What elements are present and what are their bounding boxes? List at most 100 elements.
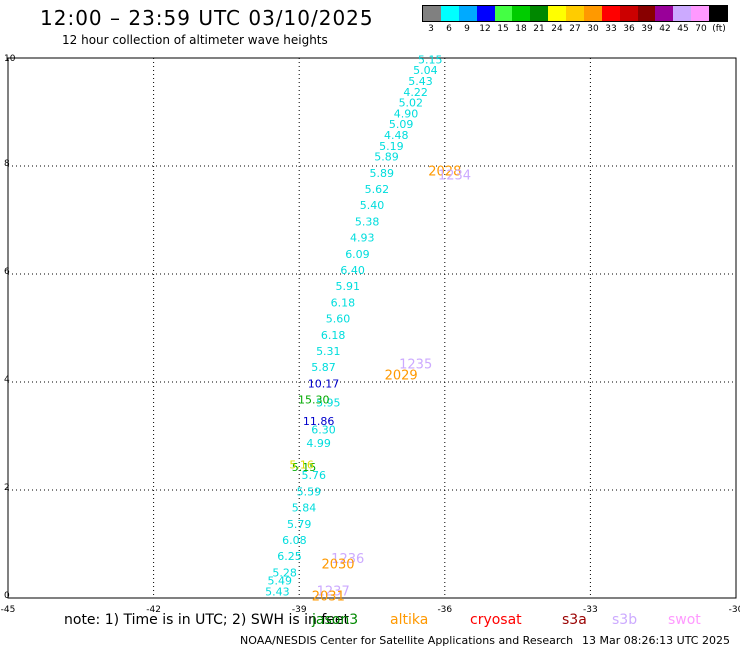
scale-swatch [637, 6, 656, 21]
scale-swatch [709, 6, 727, 21]
y-tick-label: 2 [4, 483, 10, 493]
data-point-label: 5.04 [413, 64, 438, 77]
scale-swatch [548, 6, 566, 21]
color-scale-swatches [422, 5, 728, 22]
scale-label: 42 [659, 24, 671, 34]
data-point-label: 4.93 [350, 232, 375, 245]
scale-label: 9 [464, 24, 470, 34]
chart-subtitle: 12 hour collection of altimeter wave hei… [62, 33, 328, 47]
chart-title: 12:00 – 23:59 UTC 03/10/2025 [40, 6, 374, 30]
scale-swatch [691, 6, 709, 21]
data-point-label: 6.30 [311, 423, 336, 436]
data-point-label: 5.60 [326, 313, 351, 326]
data-point-label: 5.43 [265, 585, 290, 598]
y-tick-label: 0 [4, 591, 10, 601]
data-point-label: 5.84 [292, 502, 317, 515]
x-tick-label: -45 [1, 605, 16, 615]
chart-plot: -45-42-39-36-33-3002468105.155.045.434.2… [1, 53, 740, 615]
timestamp-text: 13 Mar 08:26:13 UTC 2025 [582, 634, 730, 647]
data-point-label: 11.86 [303, 415, 335, 428]
x-tick-label: -36 [437, 605, 452, 615]
scale-label: 45 [677, 24, 689, 34]
scale-label: (ft) [712, 24, 726, 34]
data-point-label: 5.09 [389, 118, 414, 131]
x-tick-label: -33 [583, 605, 598, 615]
data-point-label: 5.76 [302, 469, 327, 482]
data-point-label: 5.62 [365, 183, 390, 196]
pass-time-label: 2030 [321, 557, 354, 572]
credit-text: NOAA/NESDIS Center for Satellite Applica… [240, 634, 574, 647]
data-point-label: 6.08 [282, 534, 307, 547]
scale-swatch [566, 6, 584, 21]
data-point-label: 5.59 [297, 485, 322, 498]
scale-swatch [458, 6, 477, 21]
scale-swatch [655, 6, 674, 21]
x-tick-label: -30 [729, 605, 740, 615]
scale-label: 21 [533, 24, 545, 34]
scale-label: 18 [515, 24, 527, 34]
scale-label: 70 [695, 24, 707, 34]
data-point-label: 5.15 [418, 53, 443, 66]
data-point-label: 5.38 [355, 215, 380, 228]
legend-item-s3a: s3a [562, 612, 587, 628]
color-scale: 3 6 9 12 15 18 21 24 27 30 33 36 39 42 45 70 (ft) [422, 5, 728, 35]
data-point-label: 15.30 [298, 394, 330, 407]
data-point-label: 5.79 [287, 518, 312, 531]
scale-swatch [583, 6, 602, 21]
data-point-label: 5.40 [360, 199, 385, 212]
scale-label: 33 [605, 24, 617, 34]
data-point-label: 5.49 [268, 575, 293, 588]
data-point-label: 10.17 [308, 377, 340, 390]
legend-item-s3b: s3b [612, 612, 638, 628]
scale-label: 15 [497, 24, 509, 34]
scale-swatch [440, 6, 459, 21]
scale-swatch [601, 6, 620, 21]
legend-item-jason3: jason3 [312, 612, 359, 628]
data-point-label: 5.15 [292, 461, 317, 474]
data-point-label: 5.19 [379, 140, 404, 153]
scale-label: 30 [587, 24, 599, 34]
data-point-label: 6.18 [321, 329, 346, 342]
color-scale-labels: 3 6 9 12 15 18 21 24 27 30 33 36 39 42 45 70 (ft) [422, 24, 728, 34]
scale-swatch [619, 6, 638, 21]
data-point-label: 5.95 [316, 396, 341, 409]
scale-swatch [423, 6, 441, 21]
x-tick-label: -39 [292, 605, 307, 615]
data-point-label: 5.16 [289, 458, 314, 471]
scale-label: 3 [428, 24, 434, 34]
scale-label: 27 [569, 24, 581, 34]
data-point-label: 4.99 [306, 437, 331, 450]
legend-item-altika: altika [390, 612, 429, 628]
scale-label: 6 [446, 24, 452, 34]
pass-time-label: 1234 [438, 169, 471, 184]
y-tick-label: 8 [4, 159, 10, 169]
note-text: note: 1) Time is in UTC; 2) SWH is in fe… [64, 612, 350, 628]
data-point-label: 5.28 [272, 566, 297, 579]
y-tick-label: 10 [4, 54, 16, 64]
data-point-label: 6.25 [277, 550, 302, 563]
data-point-label: 5.89 [374, 151, 399, 164]
data-point-label: 6.40 [340, 264, 365, 277]
data-point-label: 5.87 [311, 361, 336, 374]
data-point-label: 4.90 [394, 107, 419, 120]
x-tick-label: -42 [146, 605, 161, 615]
data-point-label: 4.48 [384, 129, 409, 142]
data-point-label: 6.18 [331, 296, 356, 309]
scale-swatch [512, 6, 531, 21]
data-point-label: 5.91 [335, 280, 360, 293]
scale-swatch [476, 6, 495, 21]
data-point-label: 5.43 [408, 75, 433, 88]
pass-time-label: 1237 [317, 584, 350, 599]
pass-time-label: 2029 [385, 368, 418, 383]
data-point-label: 5.02 [399, 97, 424, 110]
scale-swatch [673, 6, 692, 21]
legend-item-cryosat: cryosat [470, 612, 522, 628]
scale-label: 39 [641, 24, 653, 34]
scale-label: 12 [479, 24, 491, 34]
scale-label: 24 [551, 24, 563, 34]
y-tick-label: 4 [4, 375, 10, 385]
pass-time-label: 1236 [331, 552, 364, 567]
legend-item-swot: swot [668, 612, 701, 628]
plot-frame [7, 57, 737, 599]
scale-swatch [530, 6, 549, 21]
